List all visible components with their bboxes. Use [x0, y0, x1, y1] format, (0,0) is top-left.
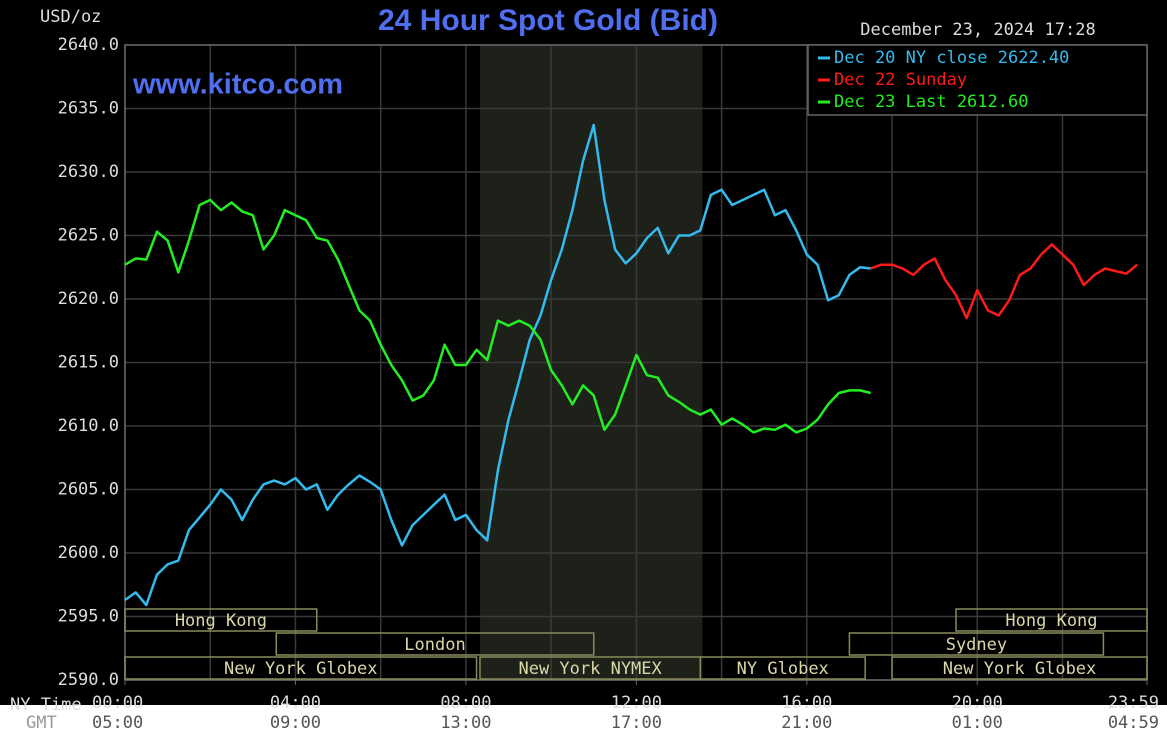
- y-tick-label: 2620.0: [58, 289, 119, 309]
- watermark: www.kitco.com: [132, 69, 343, 101]
- session-bar: [955, 608, 1148, 632]
- x2-tick-label: 04:59: [1108, 713, 1159, 733]
- x-tick-label: 00:00: [92, 693, 143, 713]
- chart-title: 24 Hour Spot Gold (Bid): [378, 4, 718, 37]
- bottom-strip: [0, 705, 1167, 737]
- series-line: [124, 198, 871, 434]
- x2-axis-label: GMT: [26, 713, 57, 733]
- plot-area: www.kitco.com 2590.0 2595.0 2600.0 2605.0 261…: [58, 35, 1159, 733]
- x2-tick-label: 05:00: [92, 713, 143, 733]
- y-tick-label: 2595.0: [58, 607, 119, 627]
- x-tick-label: 23:59: [1108, 693, 1159, 713]
- session-label: NY Globex: [737, 659, 829, 679]
- session-label: Hong Kong: [175, 611, 267, 631]
- y-tick-label: 2630.0: [58, 162, 119, 182]
- legend-label: Dec 20 NY close 2622.40: [834, 48, 1069, 68]
- x2-tick-label: 21:00: [781, 713, 832, 733]
- x2-tick-label: 09:00: [270, 713, 321, 733]
- session-bar: [275, 632, 595, 656]
- session-bar: [124, 656, 478, 680]
- legend-label: Dec 22 Sunday: [834, 70, 967, 90]
- y-tick-label: 2615.0: [58, 353, 119, 373]
- y-tick-label: 2605.0: [58, 480, 119, 500]
- y-tick-label: 2635.0: [58, 99, 119, 119]
- y-tick-label: 2600.0: [58, 543, 119, 563]
- session-bar: [848, 632, 1105, 656]
- session-label: Sydney: [946, 635, 1007, 655]
- y-axis-label: USD/oz: [40, 7, 101, 27]
- x-tick-label: 08:00: [440, 693, 491, 713]
- y-tick-label: 2610.0: [58, 416, 119, 436]
- x-tick-label: 20:00: [952, 693, 1003, 713]
- y-tick-label: 2625.0: [58, 226, 119, 246]
- legend-label: Dec 23 Last 2612.60: [834, 92, 1028, 112]
- session-label: London: [404, 635, 465, 655]
- x-tick-label: 04:00: [270, 693, 321, 713]
- y-tick-label: 2590.0: [58, 670, 119, 690]
- session-bar: [124, 608, 318, 632]
- x-tick-label: 16:00: [781, 693, 832, 713]
- x2-tick-label: 17:00: [611, 713, 662, 733]
- series-line: [124, 123, 871, 607]
- x2-tick-label: 13:00: [440, 713, 491, 733]
- x-axis-label: NY Time: [10, 695, 82, 715]
- x2-tick-label: 01:00: [952, 713, 1003, 733]
- session-bar: [891, 656, 1148, 680]
- session-label: New York Globex: [943, 659, 1097, 679]
- session-label: New York NYMEX: [518, 659, 662, 679]
- timestamp: December 23, 2024 17:28: [860, 20, 1095, 40]
- session-label: Hong Kong: [1005, 611, 1097, 631]
- y-tick-label: 2640.0: [58, 35, 119, 55]
- x-tick-label: 12:00: [611, 693, 662, 713]
- session-label: New York Globex: [224, 659, 378, 679]
- series-line: [870, 243, 1138, 320]
- legend-box: [807, 44, 1148, 116]
- session-bar: [699, 656, 866, 680]
